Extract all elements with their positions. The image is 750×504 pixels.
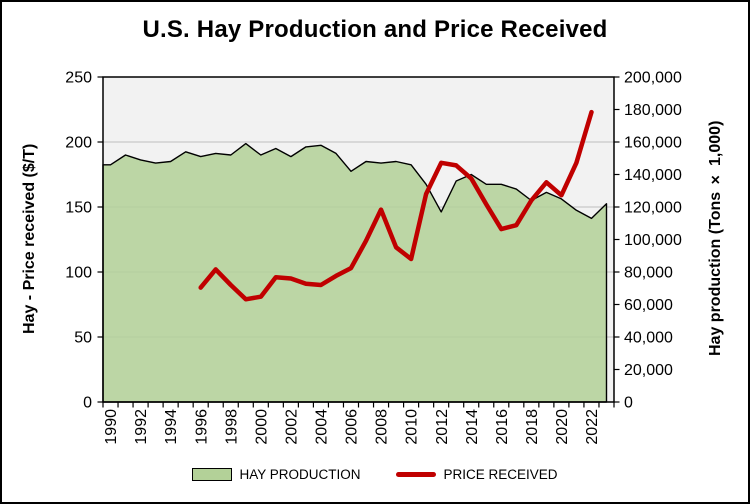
x-axis-year-label: 2018 [524, 409, 541, 445]
x-axis-year-label: 1996 [193, 409, 210, 445]
left-axis-tick-label: 250 [65, 70, 92, 87]
right-axis-tick-label: 60,000 [624, 297, 673, 314]
x-axis-year-label: 2000 [253, 409, 270, 445]
right-axis-tick-label: 120,000 [624, 200, 682, 217]
x-axis-year-label: 2004 [314, 409, 331, 445]
right-axis-tick-label: 80,000 [624, 265, 673, 282]
x-axis-year-label: 1994 [163, 409, 180, 445]
left-axis-tick-label: 200 [65, 135, 92, 152]
left-axis-tick-label: 50 [74, 330, 92, 347]
x-axis-year-label: 2020 [554, 409, 571, 445]
x-axis-year-label: 2022 [584, 409, 601, 445]
right-axis-tick-label: 140,000 [624, 167, 682, 184]
legend-label-price-received: PRICE RECEIVED [443, 467, 558, 482]
x-axis-year-label: 2016 [494, 409, 511, 445]
x-axis-year-label: 2010 [404, 409, 421, 445]
right-axis-tick-label: 40,000 [624, 330, 673, 347]
legend-label-hay-production: HAY PRODUCTION [239, 467, 361, 482]
line-swatch-icon [396, 472, 437, 477]
right-axis-tick-label: 200,000 [624, 70, 682, 87]
left-axis-title: Hay - Price received ($/T) [21, 143, 38, 334]
right-axis-tick-label: 180,000 [624, 102, 682, 119]
right-axis-title: Hay production (Tons × 1,000) [707, 120, 724, 357]
x-axis-year-label: 2014 [464, 409, 481, 445]
price-received-line [198, 109, 594, 302]
x-axis-year-label: 1998 [223, 409, 240, 445]
legend: HAY PRODUCTION PRICE RECEIVED [2, 467, 748, 482]
x-axis-year-label: 1992 [133, 409, 150, 445]
right-axis-tick-label: 160,000 [624, 135, 682, 152]
legend-item-price-received: PRICE RECEIVED [396, 467, 558, 482]
chart-title: U.S. Hay Production and Price Received [142, 16, 608, 43]
left-axis-tick-label: 100 [65, 265, 92, 282]
left-axis-tick-label: 150 [65, 200, 92, 217]
x-axis-year-label: 2008 [374, 409, 391, 445]
hay-production-area [102, 142, 608, 403]
legend-item-hay-production: HAY PRODUCTION [192, 467, 360, 482]
x-axis-year-label: 2012 [434, 409, 451, 445]
right-axis-tick-label: 100,000 [624, 232, 682, 249]
x-axis-year-label: 2006 [344, 409, 361, 445]
left-axis-tick-label: 0 [83, 395, 92, 412]
right-axis-tick-label: 20,000 [624, 362, 673, 379]
right-axis-tick-label: 0 [624, 395, 633, 412]
x-axis-year-label: 1990 [103, 409, 120, 445]
x-axis-year-label: 2002 [284, 409, 301, 445]
area-swatch-icon [192, 468, 233, 481]
